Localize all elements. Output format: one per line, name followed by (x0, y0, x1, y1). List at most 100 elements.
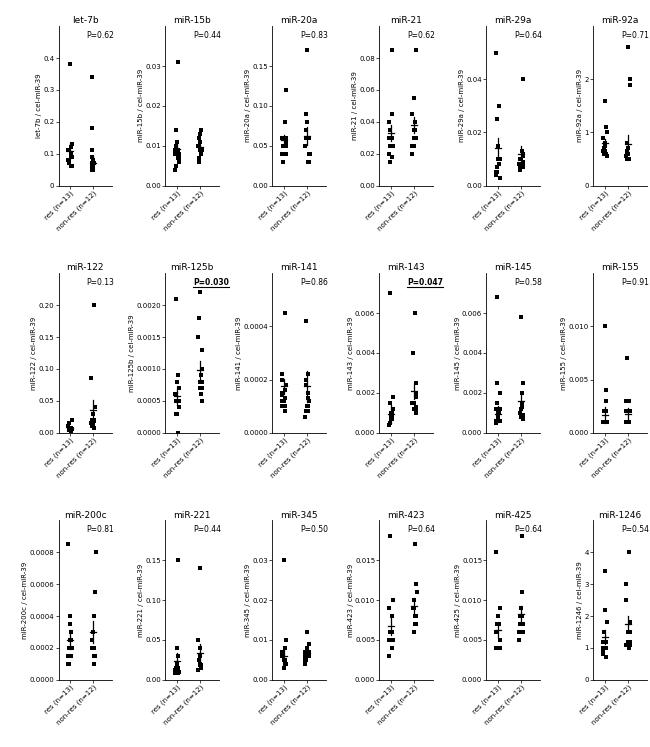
Point (304, 148, 314, 160)
Y-axis label: miR-423 / cel-miR-39: miR-423 / cel-miR-39 (348, 563, 354, 636)
Text: P=0.64: P=0.64 (514, 525, 542, 534)
Text: P=0.91: P=0.91 (621, 278, 649, 287)
Point (410, 307, 420, 319)
Point (87, 71, 98, 83)
Point (493, 407, 504, 419)
Point (385, 634, 395, 646)
Point (277, 368, 287, 380)
Point (384, 148, 394, 160)
Point (411, 377, 421, 389)
Point (304, 148, 315, 160)
Title: miR-92a: miR-92a (601, 16, 639, 25)
Point (411, 401, 421, 413)
Point (622, 148, 632, 160)
Point (495, 153, 505, 165)
Point (300, 650, 311, 662)
Point (621, 594, 631, 606)
Point (409, 124, 419, 136)
Point (598, 145, 608, 157)
Point (495, 634, 505, 646)
Point (598, 636, 608, 648)
Point (64, 417, 74, 429)
Text: P=0.62: P=0.62 (86, 31, 114, 40)
Point (194, 660, 205, 672)
Point (387, 403, 398, 415)
Point (386, 411, 396, 423)
Point (495, 387, 505, 399)
Point (87, 634, 98, 646)
Point (304, 395, 314, 407)
Point (517, 73, 528, 85)
Text: P=0.54: P=0.54 (621, 525, 649, 534)
Point (410, 124, 420, 136)
Point (601, 384, 612, 396)
Point (387, 634, 398, 646)
Point (64, 424, 74, 436)
Point (66, 634, 77, 646)
Point (411, 387, 422, 399)
Point (387, 594, 398, 606)
Point (517, 626, 527, 638)
Point (515, 153, 525, 165)
Point (410, 116, 421, 128)
Point (194, 382, 205, 394)
Point (301, 374, 311, 385)
Point (280, 406, 290, 418)
Y-axis label: miR-145 / cel-miR-39: miR-145 / cel-miR-39 (454, 316, 460, 390)
Point (515, 403, 526, 415)
Point (65, 618, 75, 630)
Point (195, 136, 205, 148)
Point (622, 41, 632, 53)
Point (90, 586, 100, 598)
Point (600, 565, 610, 577)
Point (171, 662, 181, 674)
Point (194, 658, 205, 670)
Point (86, 642, 97, 654)
Point (170, 388, 181, 400)
Point (621, 578, 631, 590)
Point (64, 642, 75, 654)
Point (64, 642, 75, 654)
Point (624, 416, 634, 428)
Point (276, 395, 287, 407)
Point (62, 658, 73, 670)
Point (193, 634, 203, 646)
Point (599, 140, 610, 152)
Point (385, 155, 395, 167)
Point (408, 602, 419, 614)
Point (170, 164, 181, 176)
Point (278, 400, 288, 412)
Point (173, 554, 183, 566)
Point (277, 387, 287, 399)
Point (514, 158, 525, 170)
Point (625, 73, 636, 85)
Point (88, 154, 98, 166)
Point (66, 151, 77, 163)
Point (599, 143, 609, 155)
Point (174, 148, 185, 160)
Y-axis label: miR-92a / cel-miR-39: miR-92a / cel-miR-39 (577, 69, 583, 143)
Point (599, 604, 610, 616)
Point (276, 389, 287, 401)
Point (622, 636, 632, 648)
Point (385, 626, 395, 638)
Point (495, 634, 505, 646)
Point (495, 642, 505, 654)
Point (600, 320, 610, 332)
Point (517, 387, 528, 399)
Point (495, 172, 505, 184)
Y-axis label: miR-143 / cel-miR-39: miR-143 / cel-miR-39 (348, 316, 354, 390)
Point (88, 419, 99, 431)
Point (411, 618, 421, 630)
Point (173, 667, 183, 679)
Point (517, 413, 528, 425)
Point (302, 406, 313, 418)
Point (196, 662, 206, 674)
Point (278, 646, 288, 658)
Point (408, 602, 419, 614)
Point (385, 417, 395, 429)
Point (66, 650, 77, 662)
Point (515, 610, 525, 622)
Point (597, 416, 608, 428)
Point (171, 160, 181, 172)
